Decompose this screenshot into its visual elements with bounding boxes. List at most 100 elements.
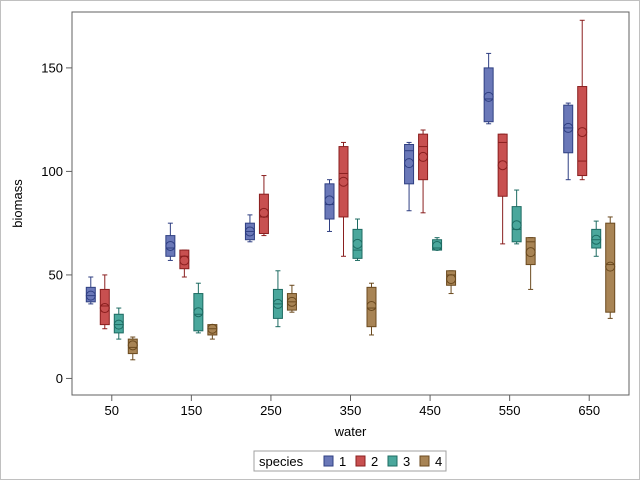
- box-iqr: [418, 133, 429, 181]
- box-species-1-water-50: [85, 276, 96, 305]
- box-iqr: [338, 146, 349, 218]
- x-axis: 50 150 250 350 450 550 650: [105, 395, 600, 418]
- box-mean-marker: [352, 238, 363, 249]
- box-species-1-water-550: [483, 52, 494, 125]
- x-tick-label: 350: [340, 403, 362, 418]
- x-tick-label: 550: [499, 403, 521, 418]
- box-iqr: [324, 183, 335, 220]
- box-species-2-water-650: [577, 19, 588, 181]
- box-mean-marker: [563, 122, 574, 133]
- legend-swatch-2: [355, 455, 366, 467]
- box-iqr: [113, 313, 124, 334]
- box-mean-marker: [113, 319, 124, 330]
- box-iqr: [99, 288, 110, 326]
- box-iqr: [352, 228, 363, 259]
- box-mean-marker: [338, 176, 349, 187]
- y-axis: 0 50 100 150: [41, 60, 72, 386]
- legend-entry-4: 4: [435, 454, 442, 469]
- box-iqr: [165, 235, 176, 257]
- series-2-group: [99, 19, 588, 330]
- box-species-3-water-50: [113, 307, 124, 340]
- box-mean-marker: [577, 127, 588, 138]
- box-species-4-water-150: [207, 323, 218, 340]
- box-series-group: [85, 19, 616, 361]
- box-mean-marker: [446, 274, 457, 285]
- box-mean-marker: [324, 195, 335, 206]
- box-mean-marker: [483, 91, 494, 102]
- x-tick-label: 450: [419, 403, 441, 418]
- box-mean-marker: [511, 220, 522, 231]
- y-tick-label: 0: [56, 371, 63, 386]
- box-iqr: [563, 104, 574, 154]
- box-species-2-water-50: [99, 274, 110, 330]
- box-mean-marker: [497, 160, 508, 171]
- box-iqr: [483, 67, 494, 123]
- box-mean-marker: [272, 298, 283, 309]
- y-tick-label: 50: [49, 267, 63, 282]
- box-mean-marker: [404, 158, 415, 169]
- legend-entry-3: 3: [403, 454, 410, 469]
- box-mean-marker: [193, 307, 204, 318]
- x-tick-label: 50: [105, 403, 119, 418]
- box-species-2-water-250: [258, 175, 269, 237]
- box-mean-marker: [165, 240, 176, 251]
- box-iqr: [179, 249, 190, 270]
- box-species-1-water-650: [563, 102, 574, 181]
- box-species-3-water-350: [352, 218, 363, 261]
- box-species-4-water-450: [446, 270, 457, 295]
- y-axis-label: biomass: [10, 179, 25, 228]
- legend-entry-2: 2: [371, 454, 378, 469]
- box-mean-marker: [605, 261, 616, 272]
- x-tick-label: 650: [578, 403, 600, 418]
- box-species-4-water-350: [366, 282, 377, 336]
- x-tick-label: 250: [260, 403, 282, 418]
- box-species-2-water-550: [497, 133, 508, 245]
- box-species-3-water-450: [432, 237, 443, 251]
- box-species-4-water-250: [286, 284, 297, 313]
- box-mean-marker: [258, 207, 269, 218]
- box-mean-marker: [244, 226, 255, 237]
- legend: species 1 2 3 4: [253, 450, 447, 472]
- box-mean-marker: [99, 303, 110, 314]
- box-species-4-water-650: [605, 216, 616, 319]
- box-species-4-water-550: [525, 237, 536, 290]
- box-iqr: [497, 133, 508, 197]
- box-mean-marker: [127, 340, 138, 351]
- box-iqr: [511, 206, 522, 243]
- box-species-2-water-350: [338, 141, 349, 257]
- box-mean-marker: [418, 151, 429, 162]
- legend-title: species: [259, 454, 304, 469]
- box-species-1-water-250: [244, 214, 255, 243]
- box-iqr: [366, 286, 377, 328]
- legend-frame: [253, 450, 447, 472]
- series-1-group: [85, 52, 574, 305]
- box-iqr: [577, 86, 588, 177]
- box-mean-marker: [432, 240, 443, 251]
- box-mean-marker: [591, 234, 602, 245]
- legend-entry-1: 1: [339, 454, 346, 469]
- box-species-2-water-150: [179, 249, 190, 278]
- box-mean-marker: [179, 255, 190, 266]
- legend-swatch-1: [323, 455, 334, 467]
- box-species-3-water-150: [193, 282, 204, 334]
- box-iqr: [258, 193, 269, 235]
- box-species-3-water-650: [591, 220, 602, 257]
- box-mean-marker: [286, 296, 297, 307]
- box-species-1-water-350: [324, 179, 335, 232]
- box-mean-marker: [85, 290, 96, 301]
- box-mean-marker: [525, 247, 536, 258]
- series-4-group: [127, 216, 616, 361]
- box-species-2-water-450: [418, 129, 429, 214]
- box-species-3-water-250: [272, 270, 283, 328]
- box-iqr: [591, 228, 602, 249]
- box-mean-marker: [366, 300, 377, 311]
- box-species-4-water-50: [127, 336, 138, 361]
- y-tick-label: 150: [41, 60, 63, 75]
- legend-swatch-4: [419, 455, 430, 467]
- x-tick-label: 150: [181, 403, 203, 418]
- series-3-group: [113, 189, 602, 340]
- legend-swatch-3: [387, 455, 398, 467]
